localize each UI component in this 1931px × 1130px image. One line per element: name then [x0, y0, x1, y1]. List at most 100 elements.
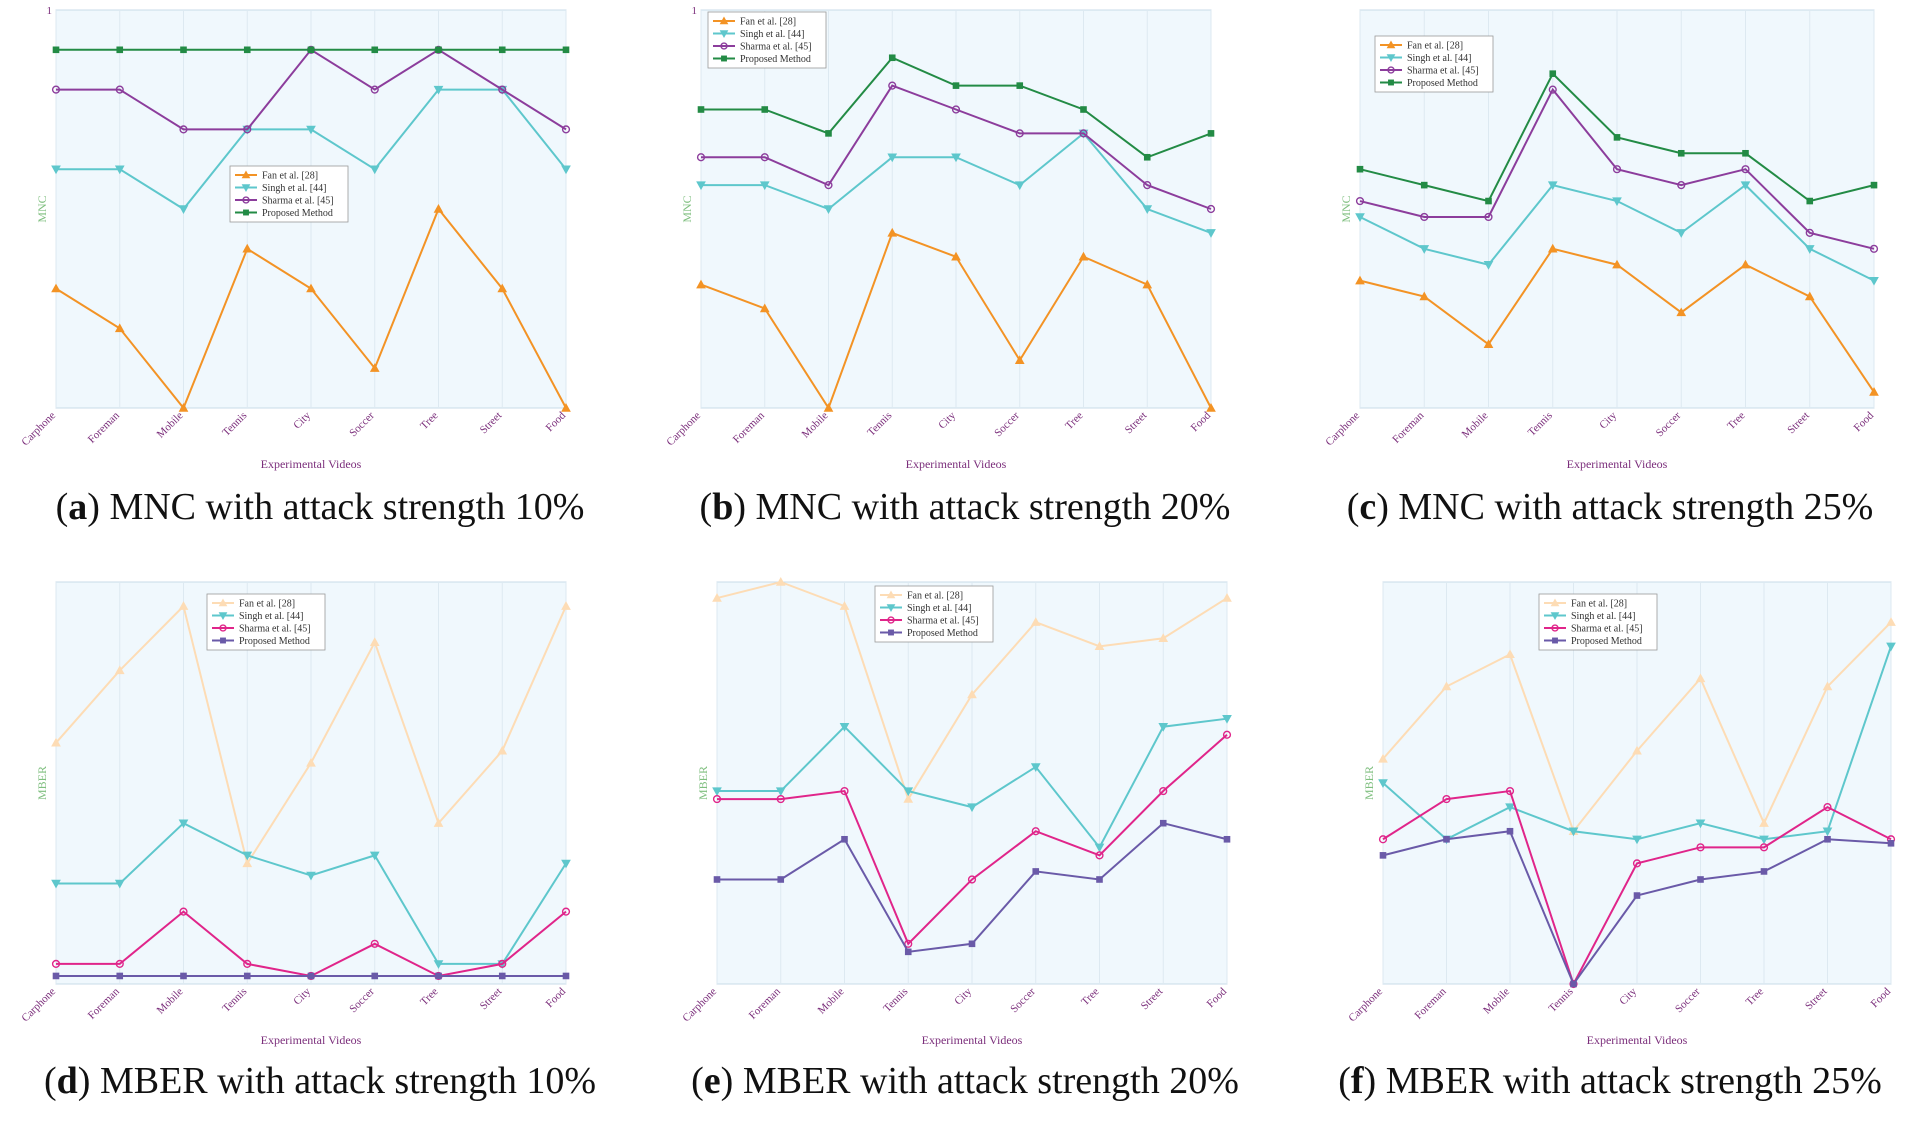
x-tick-label: Tree — [1063, 410, 1086, 433]
caption-letter: a — [68, 486, 88, 528]
data-point — [306, 125, 316, 135]
data-point — [823, 205, 834, 215]
chart-caption: (b) MNC with attack strength 20% — [699, 486, 1231, 528]
data-point — [369, 363, 380, 372]
data-point — [1222, 593, 1232, 602]
data-point — [1570, 980, 1577, 988]
data-point — [951, 105, 961, 114]
data-point — [1483, 261, 1494, 270]
x-axis-label: Experimental Videos — [1567, 457, 1668, 471]
data-point — [951, 153, 961, 163]
data-point — [1632, 835, 1642, 845]
legend-marker — [886, 590, 896, 599]
caption-letter: d — [56, 1060, 78, 1102]
legend-marker — [243, 209, 249, 216]
data-point — [1869, 387, 1879, 396]
legend-entry: Singh et al. [44] — [239, 611, 303, 622]
data-point — [1378, 753, 1388, 763]
data-point — [1632, 745, 1642, 755]
data-point — [1823, 803, 1832, 812]
series-line — [701, 84, 1212, 210]
legend-marker — [220, 637, 226, 644]
data-point — [1355, 213, 1365, 222]
data-point — [370, 939, 379, 948]
data-point — [1695, 819, 1706, 829]
data-point — [243, 972, 251, 980]
y-tick-label: 1 — [47, 5, 53, 17]
chart-panel-c: Carphone Foreman Mobile Tennis City Soccer Tre… — [1290, 0, 1930, 556]
data-point — [888, 54, 896, 62]
data-point — [887, 227, 898, 237]
series-singh — [712, 714, 1232, 853]
data-point — [761, 106, 769, 113]
data-point — [1420, 212, 1429, 222]
data-point — [1869, 276, 1879, 286]
data-point — [52, 972, 60, 980]
caption-text: MNC with attack strength 25% — [1398, 486, 1874, 528]
data-point — [967, 875, 977, 884]
data-point — [242, 851, 253, 861]
data-point — [1206, 204, 1216, 214]
legend-entry: Singh et al. [44] — [1407, 53, 1471, 64]
series-line — [1382, 789, 1892, 987]
data-point — [1419, 245, 1430, 254]
legend: Fan et al. [28]Singh et al. [44] Sharma e… — [707, 11, 827, 69]
data-point — [1206, 229, 1216, 238]
x-tick-label: Mobile — [800, 410, 831, 441]
x-tick-label: City — [291, 409, 313, 431]
chart-panel-f: Carphone Foreman Mobile Tennis City Soccer Tre… — [1290, 574, 1930, 1130]
data-point — [561, 165, 571, 175]
data-point — [1206, 402, 1216, 412]
x-tick-label: Street — [1139, 986, 1166, 1013]
chart-panel-b: 1 Carphone Foreman Mobile Tennis City Soccer Tr… — [645, 0, 1285, 556]
data-point — [775, 576, 786, 586]
x-tick-label: Food — [1189, 409, 1214, 434]
x-tick-label: Mobile — [816, 986, 847, 1017]
x-tick-label: Street — [478, 410, 505, 437]
data-point — [243, 959, 252, 969]
series-sharma — [1355, 85, 1879, 253]
legend-entry: Proposed Method — [262, 208, 333, 219]
x-tick-label: Soccer — [1008, 985, 1038, 1015]
data-point — [1030, 763, 1041, 772]
legend-marker — [720, 42, 728, 50]
series-sharma — [1378, 786, 1896, 989]
data-point — [1870, 181, 1878, 189]
data-point — [1759, 843, 1769, 852]
x-tick-label: Foreman — [731, 409, 767, 445]
data-point — [1632, 859, 1642, 868]
data-point — [51, 165, 61, 175]
data-point — [243, 46, 251, 54]
caption-text: MBER with attack strength 10% — [99, 1060, 596, 1102]
series-proposed — [713, 819, 1231, 956]
x-tick-label: Carphone — [1323, 410, 1362, 449]
x-tick-label: City — [1617, 985, 1639, 1007]
data-point — [242, 858, 253, 868]
data-point — [1096, 876, 1103, 883]
data-point — [180, 972, 187, 980]
x-tick-label: Foreman — [747, 985, 783, 1021]
data-point — [1612, 259, 1622, 269]
data-point — [178, 402, 189, 412]
data-point — [1014, 355, 1025, 364]
legend-marker — [1388, 79, 1394, 86]
data-point — [1356, 165, 1364, 173]
data-point — [1804, 291, 1815, 301]
data-point — [1483, 339, 1494, 349]
x-tick-label: Food — [1852, 409, 1877, 434]
x-tick-label: Foreman — [86, 985, 122, 1021]
caption-letter: c — [1359, 486, 1377, 528]
data-point — [839, 723, 850, 732]
data-point — [1887, 840, 1895, 847]
data-point — [1677, 181, 1686, 190]
chart-caption: (e) MBER with attack strength 20% — [691, 1060, 1239, 1102]
legend-entry: Fan et al. [28] — [239, 599, 295, 610]
data-point — [1158, 723, 1169, 732]
legend-entry: Proposed Method — [740, 54, 811, 65]
legend-entry: Sharma et al. [45] — [1407, 66, 1479, 77]
legend: Fan et al. [28]Singh et al. [44] Sharma e… — [874, 585, 994, 643]
legend-entry: Fan et al. [28] — [1407, 41, 1463, 52]
x-tick-label: City — [936, 409, 958, 431]
series-singh — [696, 129, 1216, 238]
data-point — [561, 125, 571, 134]
